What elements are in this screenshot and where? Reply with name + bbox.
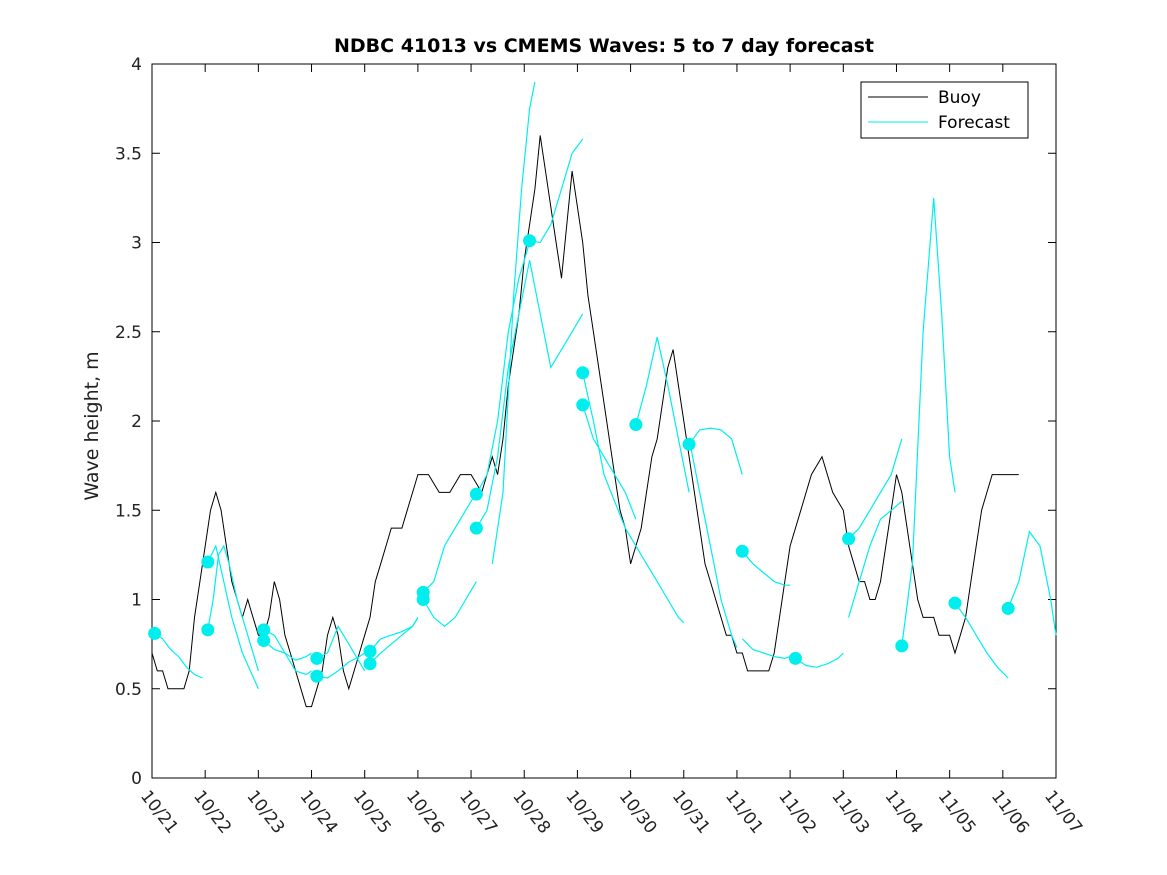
- forecast-series-line: [475, 242, 531, 495]
- x-tick-label: 10/28: [508, 787, 554, 838]
- forecast-start-marker: [148, 626, 162, 640]
- forecast-start-marker: [310, 651, 324, 665]
- forecast-start-marker: [576, 398, 590, 412]
- forecast-start-marker: [948, 596, 962, 610]
- x-tick-label: 10/26: [402, 787, 448, 838]
- forecast-start-marker: [788, 651, 802, 665]
- y-tick-label: 0: [131, 769, 142, 789]
- forecast-series-line: [795, 652, 844, 668]
- buoy-series-line: [151, 135, 1019, 708]
- legend-forecast-label: Forecast: [938, 113, 1010, 133]
- forecast-series-line: [491, 81, 536, 564]
- forecast-start-marker: [363, 657, 377, 671]
- y-tick-label: 3.5: [115, 144, 142, 164]
- legend: Buoy Forecast: [860, 81, 1029, 139]
- x-tick-label: 11/06: [987, 787, 1033, 838]
- forecast-start-marker: [523, 234, 537, 248]
- forecast-series-line: [954, 602, 1009, 679]
- forecast-series-line: [635, 545, 685, 624]
- forecast-start-marker: [257, 634, 271, 648]
- forecast-start-marker: [469, 487, 483, 501]
- x-tick-label: 10/30: [615, 787, 661, 838]
- forecast-start-marker: [257, 623, 271, 637]
- forecast-series-line: [207, 544, 259, 690]
- x-tick-label: 11/04: [881, 787, 927, 838]
- forecast-start-marker: [201, 555, 215, 569]
- x-tick-label: 10/29: [561, 787, 607, 838]
- y-axis-label: Wave height, m: [81, 351, 103, 500]
- forecast-start-marker: [201, 623, 215, 637]
- forecast-start-marker: [469, 521, 483, 535]
- forecast-series-line: [1007, 530, 1057, 636]
- forecast-series-line: [635, 336, 690, 493]
- forecast-series-line: [207, 544, 259, 672]
- forecast-series-line: [741, 638, 791, 660]
- series-layer: [151, 81, 1057, 708]
- forecast-start-marker: [363, 644, 377, 658]
- forecast-series-line: [369, 617, 419, 665]
- forecast-series-line: [529, 138, 584, 244]
- forecast-start-marker: [735, 544, 749, 558]
- x-tick-label: 11/05: [934, 787, 980, 838]
- forecast-start-marker: [1001, 601, 1015, 615]
- y-tick-label: 3: [131, 234, 142, 254]
- y-tick-label: 1: [131, 591, 142, 611]
- plot-area: [151, 63, 1057, 779]
- x-tick-label: 11/01: [721, 787, 767, 838]
- forecast-series-line: [422, 492, 477, 593]
- legend-box: [860, 81, 1029, 139]
- marker-layer: [148, 234, 1015, 683]
- forecast-series-line: [316, 652, 366, 679]
- x-tick-label: 10/23: [242, 787, 288, 838]
- forecast-series-line: [582, 404, 637, 520]
- forecast-series-line: [316, 624, 366, 672]
- forecast-series-line: [582, 372, 637, 547]
- forecast-series-line: [688, 438, 738, 648]
- forecast-series-line: [688, 427, 743, 475]
- forecast-series-line: [475, 260, 531, 529]
- forecast-series-line: [263, 640, 312, 661]
- forecast-series-line: [848, 438, 903, 540]
- forecast-start-marker: [416, 593, 430, 606]
- forecast-series-line: [529, 260, 584, 370]
- forecast-series-line: [154, 632, 203, 679]
- forecast-series-line: [422, 581, 477, 628]
- x-tick-label: 10/21: [136, 787, 182, 838]
- forecast-series-line: [263, 629, 312, 676]
- legend-buoy-label: Buoy: [938, 88, 981, 108]
- y-tick-label: 4: [131, 55, 142, 75]
- forecast-start-marker: [576, 366, 590, 380]
- x-tick-label: 11/07: [1040, 787, 1086, 838]
- forecast-start-marker: [682, 437, 696, 451]
- forecast-series-line: [848, 500, 903, 618]
- chart-title: NDBC 41013 vs CMEMS Waves: 5 to 7 day fo…: [334, 35, 874, 57]
- y-tick-label: 0.5: [115, 680, 142, 700]
- forecast-start-marker: [310, 669, 324, 683]
- y-tick-label: 2.5: [115, 323, 142, 343]
- forecast-start-marker: [629, 418, 643, 432]
- y-tick-label: 1.5: [115, 501, 142, 521]
- x-tick-label: 10/25: [349, 787, 395, 838]
- x-tick-label: 10/31: [668, 787, 714, 838]
- forecast-start-marker: [842, 532, 856, 546]
- forecast-series-line: [901, 197, 956, 646]
- x-tick-label: 11/02: [774, 787, 820, 838]
- x-tick-label: 10/22: [189, 787, 235, 838]
- forecast-start-marker: [895, 639, 909, 653]
- y-axis: 0 0.5 1 1.5 2 2.5 3 3.5 4: [115, 55, 1056, 789]
- forecast-series-line: [741, 550, 791, 586]
- y-tick-label: 2: [131, 412, 142, 432]
- x-tick-label: 10/27: [455, 787, 501, 838]
- x-tick-label: 11/03: [827, 787, 873, 838]
- x-tick-label: 10/24: [296, 787, 342, 838]
